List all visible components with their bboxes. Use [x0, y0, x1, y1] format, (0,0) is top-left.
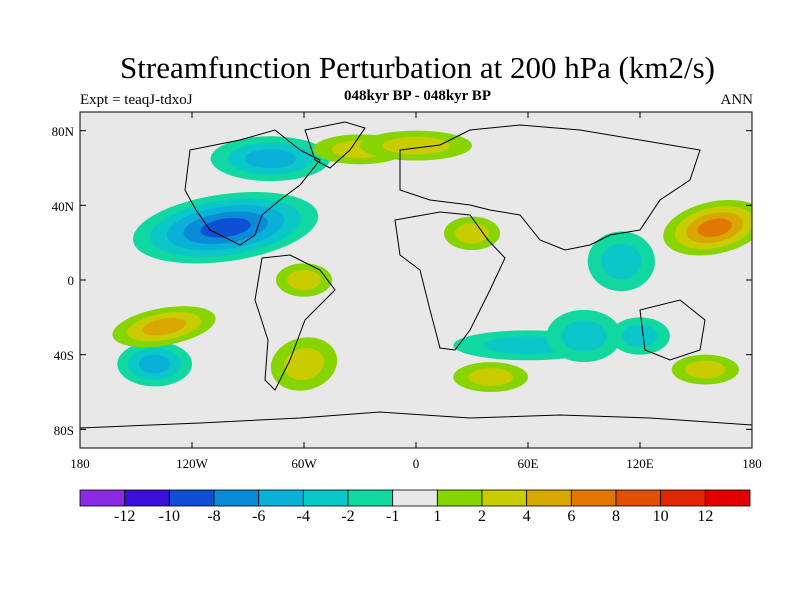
lat-label-80s: 80S: [53, 423, 74, 438]
lon-label-120w: 120W: [176, 456, 208, 471]
coast-antarctica: [80, 411, 752, 429]
colorbar-swatch: [347, 489, 394, 507]
colorbar-label: 2: [478, 508, 486, 525]
colorbar-label: -8: [207, 508, 221, 525]
lon-label-60w: 60W: [291, 456, 317, 471]
colorbar-swatch: [168, 489, 215, 507]
colorbar-label: 10: [652, 508, 669, 525]
field-layer: [112, 130, 752, 393]
colorbar-label: 6: [567, 508, 576, 525]
coastlines: [80, 121, 752, 429]
field-contour-13-1: [601, 243, 642, 280]
colorbar-swatch: [615, 489, 662, 507]
colorbar-label: 8: [612, 508, 620, 525]
colorbar-swatch: [213, 489, 260, 507]
coast-greenland: [304, 121, 366, 169]
chart-title: Streamfunction Perturbation at 200 hPa (…: [120, 50, 715, 85]
field-contour-3-2: [141, 317, 187, 336]
experiment-label: Expt = teaqJ-tdxoJ: [80, 92, 193, 108]
colorbar-swatch: [302, 489, 349, 507]
colorbar-swatch: [570, 489, 617, 507]
lat-label-0: 0: [67, 273, 75, 288]
lat-label-80n: 80N: [51, 124, 74, 139]
season-label: ANN: [720, 92, 754, 108]
colorbar-label: 1: [433, 508, 442, 525]
colorbar-swatch: [392, 489, 438, 507]
lat-label-40n: 40N: [51, 199, 74, 214]
coast-south-america: [254, 254, 336, 391]
field-contour-0-4: [200, 217, 251, 238]
field-contour-1-2: [244, 149, 296, 169]
colorbar-swatch: [704, 489, 751, 507]
field-contour-7-1: [468, 368, 514, 387]
lon-label-0: 0: [412, 456, 420, 471]
colorbar-swatch: [481, 489, 528, 507]
coast-north-america: [184, 129, 321, 246]
map-background: [80, 112, 752, 448]
axis-ticks: [79, 112, 753, 448]
field-contour-4-1: [284, 347, 324, 381]
field-contour-2-2: [138, 354, 171, 374]
coast-eurasia: [399, 124, 701, 251]
lon-label-120e: 120E: [626, 456, 654, 471]
field-contour-8-1: [287, 269, 321, 291]
colorbar-swatch: [526, 489, 572, 507]
colorbar-swatch: [79, 489, 126, 507]
colorbar-swatch: [258, 489, 304, 507]
colorbar-swatch: [436, 489, 483, 507]
colorbar-label: -12: [113, 508, 136, 525]
lon-label-180e: 180: [742, 456, 762, 471]
field-contour-10-1: [382, 136, 450, 155]
chart-subtitle: 048kyr BP - 048kyr BP: [344, 88, 491, 104]
coast-australia: [639, 299, 706, 361]
colorbar-label: -6: [251, 508, 266, 525]
colorbar-label: -1: [385, 508, 400, 525]
lon-label-180w: 180: [70, 456, 90, 471]
colorbar-swatch: [660, 489, 706, 507]
colorbar-label: 12: [697, 508, 714, 525]
coast-africa: [394, 211, 506, 351]
colorbar-label: -2: [341, 508, 355, 525]
colorbar-swatch: [124, 489, 170, 507]
colorbar: [79, 489, 751, 507]
field-contour-11-1: [455, 223, 489, 244]
colorbar-label: 4: [522, 508, 531, 525]
field-contour-15-1: [622, 324, 658, 348]
colorbar-label: -10: [158, 508, 180, 525]
field-contour-5-3: [697, 218, 732, 237]
lon-label-60e: 60E: [517, 456, 539, 471]
colorbar-label: -4: [296, 508, 310, 525]
field-contour-14-1: [561, 320, 607, 352]
field-contour-6-1: [685, 360, 726, 379]
lat-label-40s: 40S: [53, 348, 74, 363]
